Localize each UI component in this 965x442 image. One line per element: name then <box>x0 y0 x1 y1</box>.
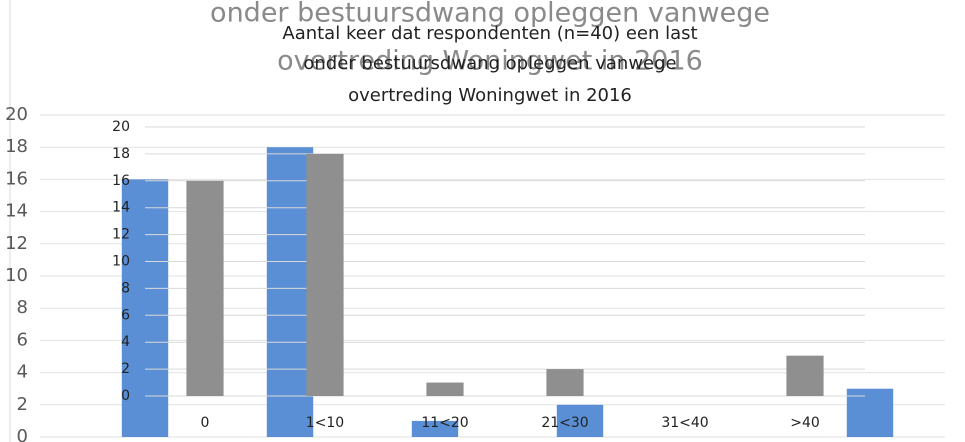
y-tick-label: 8 <box>17 297 28 318</box>
chart-title: overtreding Woningwet in 2016 <box>277 46 703 77</box>
bar <box>786 355 824 396</box>
y-tick-label: 4 <box>121 334 130 350</box>
bar <box>846 388 894 437</box>
y-tick-label: 12 <box>5 233 28 254</box>
y-tick-label: 12 <box>112 227 130 243</box>
bar <box>186 180 224 396</box>
y-tick-label: 18 <box>112 146 130 162</box>
y-tick-label: 10 <box>5 265 28 286</box>
bar <box>426 382 464 396</box>
y-tick-label: 16 <box>112 173 130 189</box>
chart-title: Aantal keer dat respondenten (n=40) een … <box>282 23 697 44</box>
bar <box>121 179 169 437</box>
y-tick-label: 20 <box>112 119 130 135</box>
y-tick-label: 8 <box>121 280 130 296</box>
y-tick-label: 6 <box>121 307 130 323</box>
bar <box>411 420 459 437</box>
chart-title: onder bestuursdwang opleggen vanwege <box>303 53 676 74</box>
y-tick-label: 6 <box>17 329 28 350</box>
x-tick-label: 21<30 <box>541 415 588 431</box>
y-tick-label: 4 <box>17 362 28 383</box>
x-tick-label: 0 <box>201 415 210 431</box>
bar <box>306 153 344 396</box>
y-tick-label: 10 <box>112 254 130 270</box>
y-tick-label: 20 <box>5 104 28 125</box>
x-tick-label: 31<40 <box>661 415 708 431</box>
y-tick-label: 2 <box>17 394 28 415</box>
x-tick-label: >40 <box>790 415 820 431</box>
x-tick-label: 11<20 <box>421 415 468 431</box>
y-tick-label: 14 <box>112 200 130 216</box>
y-tick-label: 16 <box>5 168 28 189</box>
chart-title: overtreding Woningwet in 2016 <box>348 85 632 106</box>
y-tick-label: 0 <box>121 388 130 404</box>
bar <box>546 369 584 396</box>
bar <box>266 147 314 437</box>
y-tick-label: 0 <box>17 426 28 442</box>
y-tick-label: 18 <box>5 136 28 157</box>
bar <box>556 404 604 437</box>
y-tick-label: 14 <box>5 201 28 222</box>
x-tick-label: 1<10 <box>306 415 344 431</box>
y-tick-label: 2 <box>121 361 130 377</box>
chart-title: onder bestuursdwang opleggen vanwege <box>210 0 770 29</box>
